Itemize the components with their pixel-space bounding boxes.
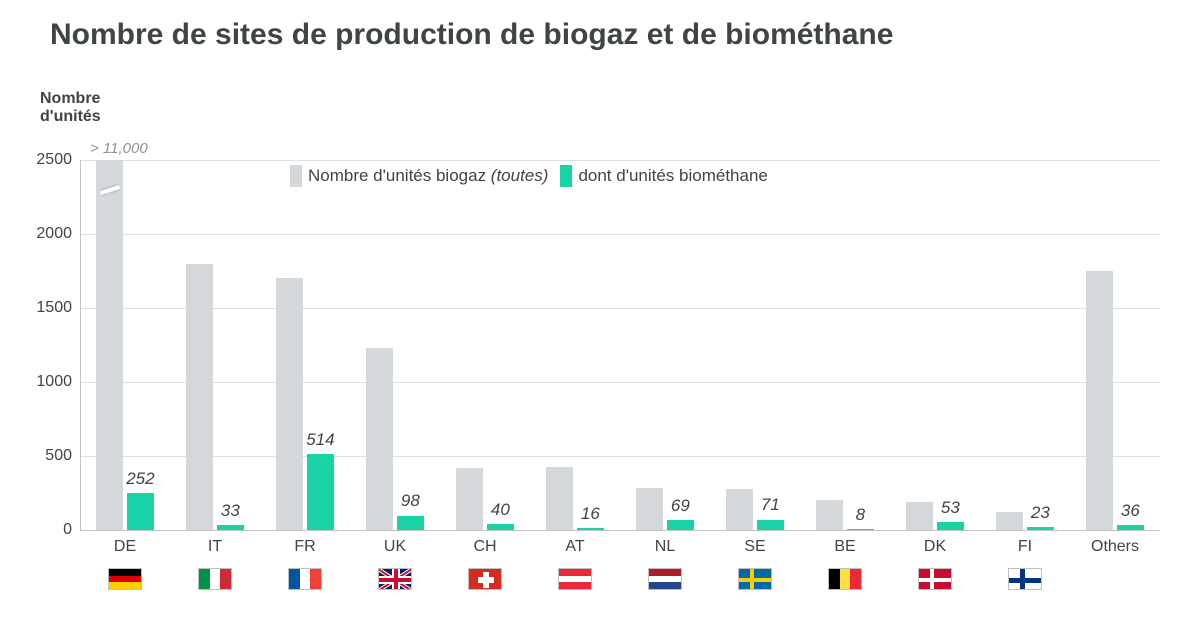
bar-biogaz [1086,271,1113,530]
gridline [80,160,1160,161]
x-axis [80,530,1160,531]
bar-value-label: 40 [491,500,510,520]
y-tick-label: 0 [30,521,72,539]
gridline [80,382,1160,383]
bar-biogaz [276,278,303,530]
x-tick-label: DE [114,538,136,556]
bar-biogaz [96,160,123,530]
y-tick-label: 2000 [30,225,72,243]
bar-value-label: 53 [941,498,960,518]
bar-biogaz [816,500,843,530]
flag-icon [468,568,502,590]
flag-icon [648,568,682,590]
bar-biomethane [307,454,334,530]
bar-biomethane [127,493,154,530]
x-tick-label: CH [473,538,496,556]
bar-value-label: 252 [126,469,154,489]
bar-biomethane [397,516,424,531]
x-tick-label: UK [384,538,406,556]
gridline [80,234,1160,235]
flag-icon [738,568,772,590]
bar-biomethane [1027,527,1054,530]
bar-biogaz [906,502,933,530]
flag-icon [558,568,592,590]
x-tick-label: FI [1018,538,1032,556]
bar-value-label: 16 [581,504,600,524]
bar-biomethane [667,520,694,530]
bar-biomethane [757,520,784,531]
chart-title: Nombre de sites de production de biogaz … [50,18,893,52]
bar-value-label: 514 [306,430,334,450]
bar-biomethane [217,525,244,530]
flag-icon [108,568,142,590]
plot-area: 05001000150020002500252DE33IT514FR98UK40… [80,160,1160,530]
flag-icon [378,568,412,590]
bar-value-label: 36 [1121,501,1140,521]
y-tick-label: 1000 [30,373,72,391]
bar-biogaz [366,348,393,530]
flag-icon [918,568,952,590]
y-axis-label: Nombre d'unités [40,90,101,127]
x-tick-label: FR [294,538,315,556]
bar-biogaz [726,489,753,530]
flag-icon [828,568,862,590]
bar-biomethane [487,524,514,530]
bar-biomethane [1117,525,1144,530]
x-tick-label: Others [1091,538,1139,556]
flag-icon [1008,568,1042,590]
bar-biomethane [937,522,964,530]
bar-biomethane [577,528,604,530]
bar-value-label: 8 [856,505,865,525]
y-tick-label: 1500 [30,299,72,317]
bar-biomethane [847,529,874,530]
flag-icon [288,568,322,590]
gridline [80,456,1160,457]
bar-biogaz [996,512,1023,530]
chart-card: Nombre de sites de production de biogaz … [0,0,1200,644]
overflow-annotation: > 11,000 [90,140,148,157]
bar-biogaz [186,264,213,530]
x-tick-label: DK [924,538,946,556]
bar-value-label: 33 [221,501,240,521]
x-tick-label: AT [565,538,584,556]
x-tick-label: IT [208,538,222,556]
gridline [80,308,1160,309]
x-tick-label: SE [744,538,765,556]
bar-value-label: 98 [401,491,420,511]
bar-biogaz [546,467,573,530]
flag-icon [198,568,232,590]
x-tick-label: BE [834,538,855,556]
x-tick-label: NL [655,538,675,556]
y-tick-label: 2500 [30,151,72,169]
y-tick-label: 500 [30,447,72,465]
bar-biogaz [636,488,663,530]
bar-biogaz [456,468,483,530]
y-axis [80,160,81,530]
bar-value-label: 71 [761,495,780,515]
bar-value-label: 23 [1031,503,1050,523]
bar-value-label: 69 [671,496,690,516]
